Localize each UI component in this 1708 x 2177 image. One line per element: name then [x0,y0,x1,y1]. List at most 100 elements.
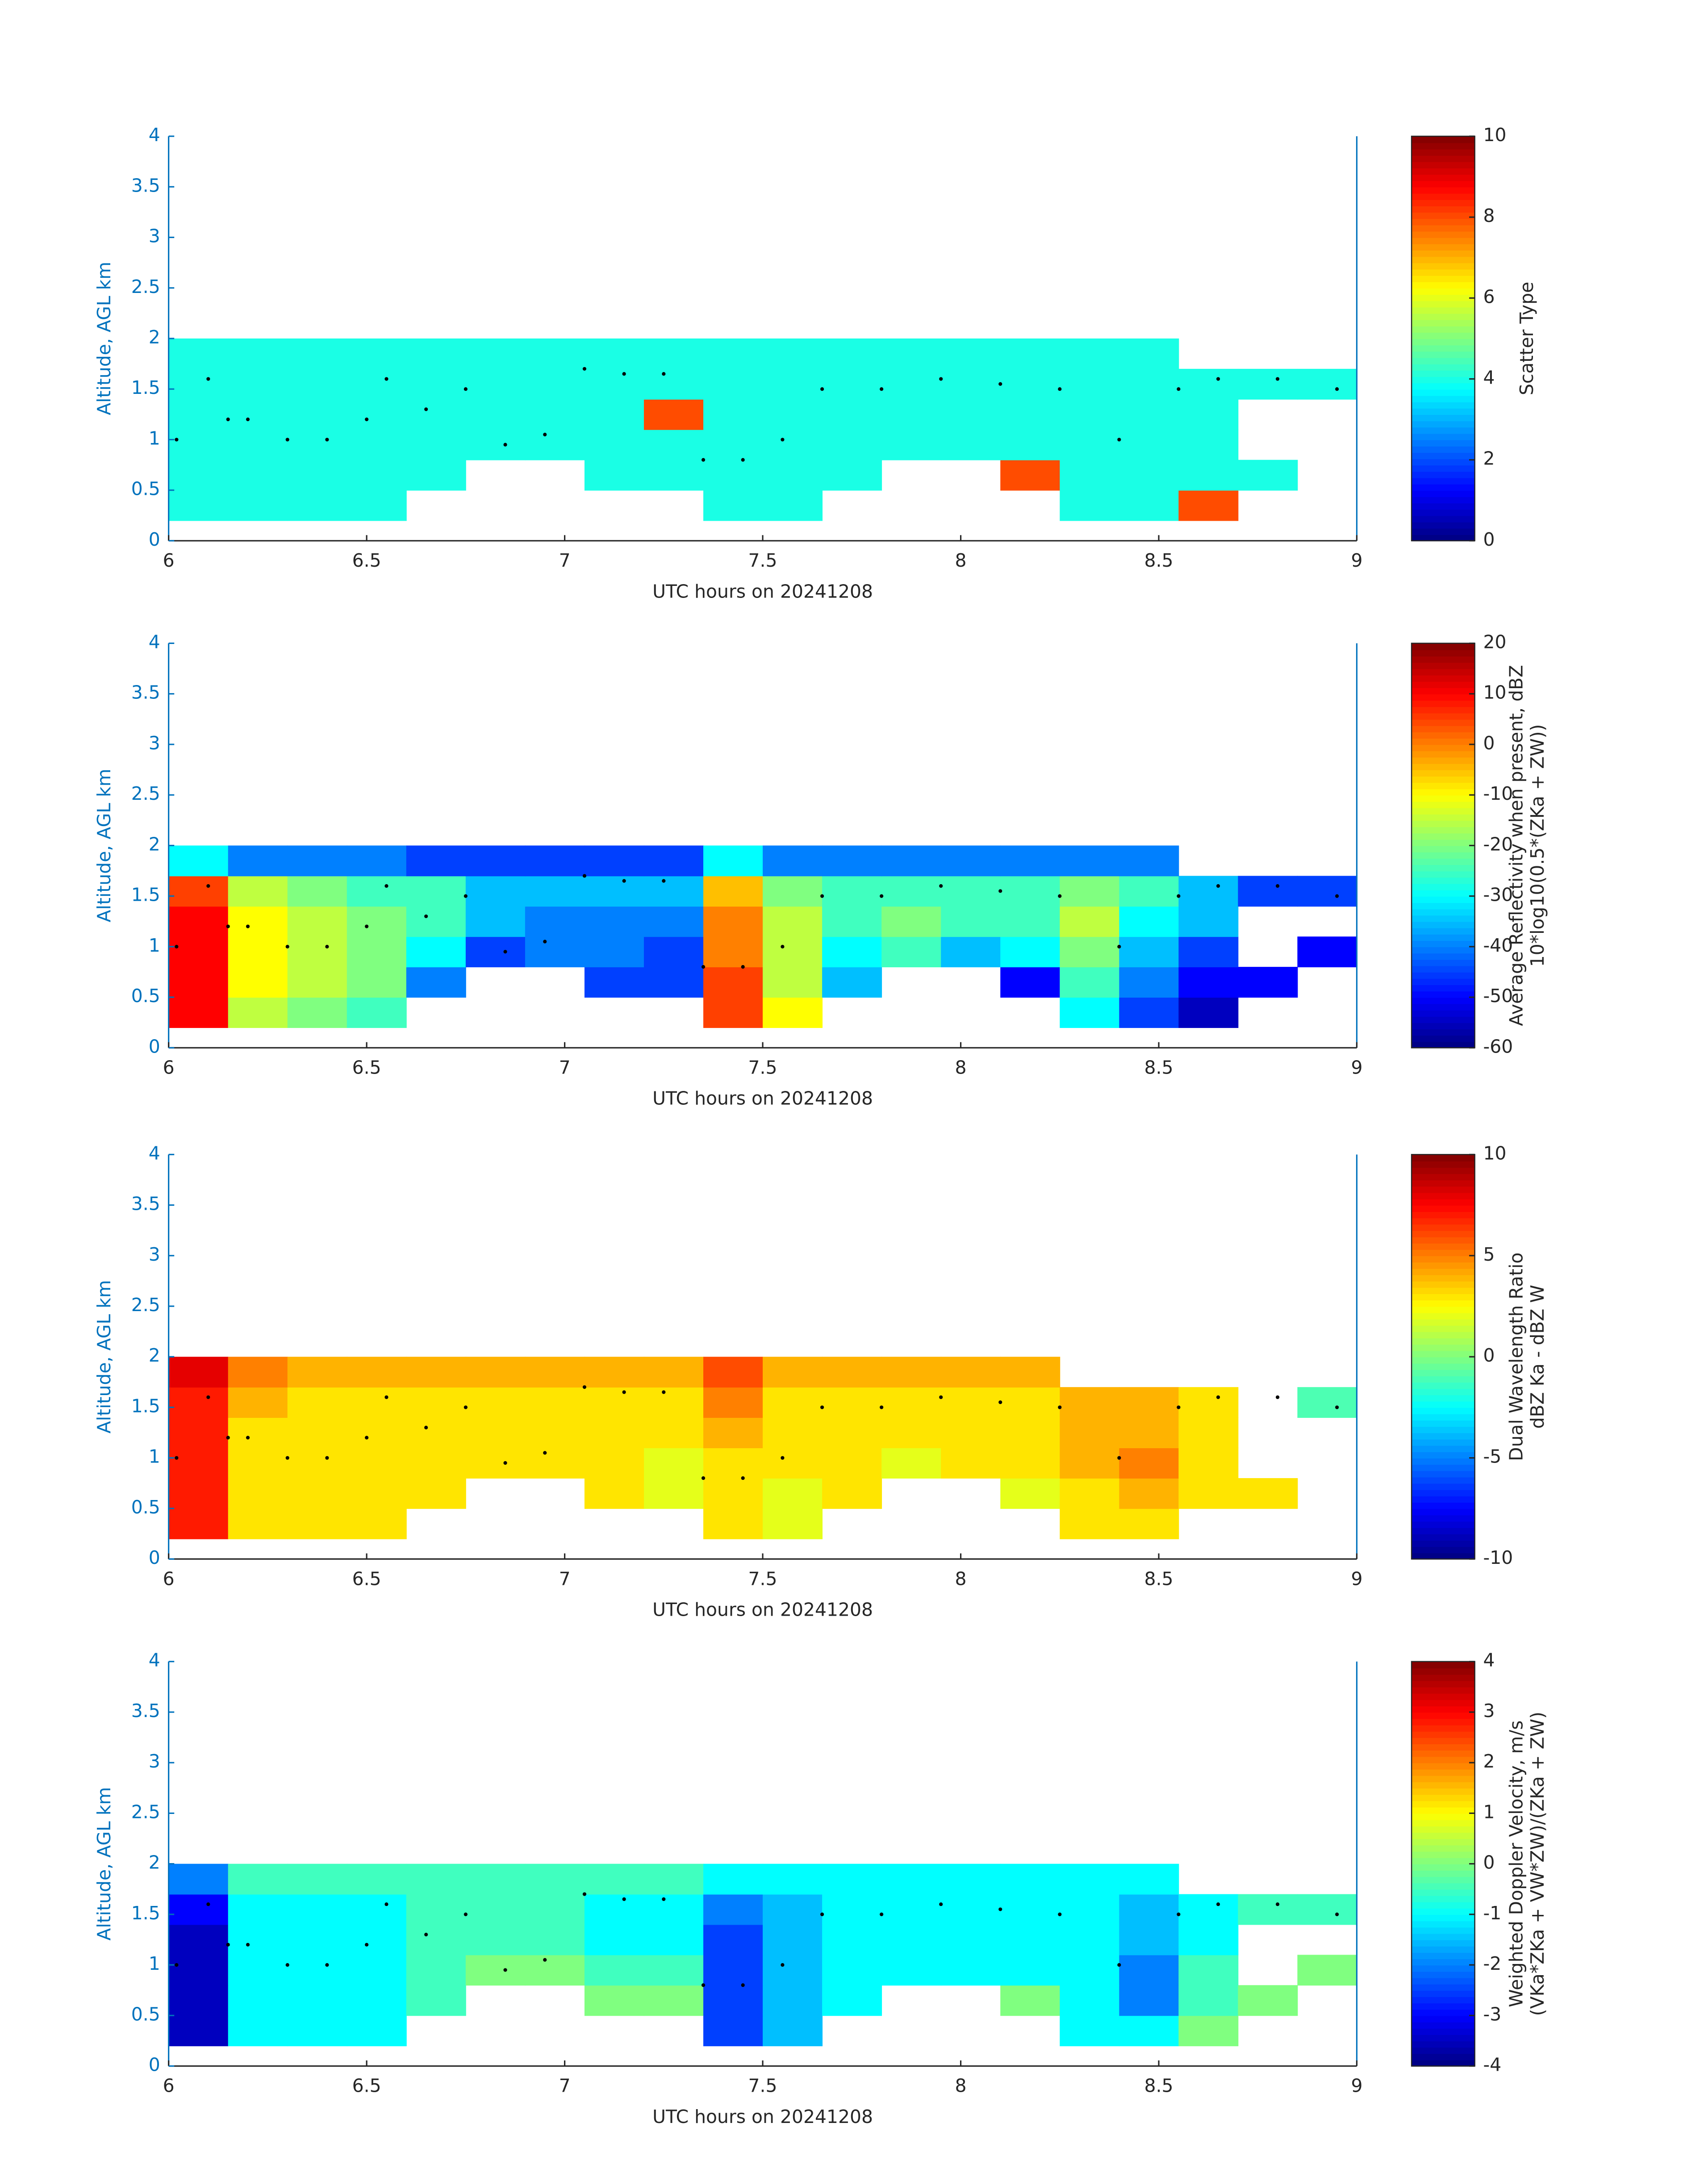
colorbar-swatch [1412,2022,1475,2029]
heatmap-cell [584,967,644,998]
colorbar-swatch [1412,1939,1475,1947]
y-axis-label: Altitude, AGL km [93,769,115,922]
heatmap-cell [881,1387,942,1418]
heatmap-cell [228,876,288,907]
colorbar-swatch [1412,357,1475,364]
colorbar-tick-label: -4 [1483,2054,1502,2076]
colorbar-swatch [1412,395,1475,402]
colorbar-swatch [1412,789,1475,796]
heatmap-cell [525,906,585,937]
heatmap-cell [465,368,526,400]
colorbar-swatch [1412,776,1475,783]
heatmap-cell [1178,1955,1239,1986]
heatmap-cell [703,1894,764,1925]
colorbar-swatch [1412,465,1475,472]
heatmap-cell [228,1864,288,1895]
colorbar-swatch [1412,1420,1475,1427]
heatmap-cell [168,876,229,907]
colorbar-swatch [1412,1731,1475,1738]
colorbar-swatch [1412,1933,1475,1940]
marker-dot [503,1968,507,1972]
heatmap-cell [643,1478,704,1509]
heatmap-cell [584,338,644,369]
heatmap-cell [287,876,347,907]
heatmap-cell [763,460,823,491]
colorbar-swatch [1412,1743,1475,1751]
colorbar-swatch [1412,1211,1475,1219]
heatmap-cell [822,1357,882,1388]
heatmap-cell [1178,1985,1239,2016]
heatmap-cell [1060,967,1120,998]
heatmap-cell [347,368,407,400]
heatmap-cell [1178,1387,1239,1418]
colorbar-swatch [1412,1769,1475,1776]
heatmap-cell [347,1417,407,1448]
heatmap-cell [1060,1478,1120,1509]
colorbar-swatch [1412,751,1475,758]
heatmap-cell [287,1448,347,1479]
colorbar-swatch [1412,161,1475,169]
heatmap-cell [525,1864,585,1895]
heatmap-cell [1060,368,1120,400]
heatmap-cell [406,1357,466,1388]
heatmap-cell [763,429,823,460]
marker-dot [464,894,468,898]
colorbar-swatch [1412,471,1475,478]
heatmap-cell [1119,460,1179,491]
colorbar-swatch [1412,1946,1475,1953]
colorbar-swatch [1412,706,1475,714]
colorbar-tick-label: 10 [1483,1142,1507,1164]
heatmap-cell [287,338,347,369]
marker-dot [285,1456,289,1460]
marker-dot [1117,944,1121,949]
heatmap-cell [941,1955,1001,1986]
colorbar-swatch [1412,237,1475,244]
marker-dot [1058,894,1062,898]
heatmap-cell [525,1448,585,1479]
colorbar-swatch [1412,1192,1475,1199]
colorbar-swatch [1412,484,1475,491]
y-axis-label: Altitude, AGL km [93,1280,115,1433]
heatmap-cell [168,1448,229,1479]
x-tick-label: 7 [559,1057,571,1078]
colorbar-swatch [1412,420,1475,428]
colorbar-swatch [1412,1413,1475,1421]
heatmap-cell [228,1478,288,1509]
colorbar-tick-label: 1 [1483,1801,1495,1822]
colorbar-swatch [1412,782,1475,790]
marker-dot [741,965,745,969]
colorbar-label: Average Reflectivity when present, dBZ [1506,665,1527,1026]
colorbar-swatch [1412,713,1475,720]
heatmap-cell [703,1508,764,1539]
colorbar-swatch [1412,1268,1475,1275]
colorbar-swatch [1412,2053,1475,2060]
heatmap-cell [881,845,942,877]
heatmap-cell [763,1985,823,2016]
colorbar-swatch [1412,908,1475,916]
marker-dot [503,950,507,954]
colorbar-swatch [1412,1781,1475,1789]
colorbar-swatch [1412,1363,1475,1370]
heatmap-cell [703,2015,764,2047]
colorbar-swatch [1412,1230,1475,1237]
colorbar-swatch [1412,1965,1475,1972]
x-axis-label: UTC hours on 20241208 [652,581,873,602]
heatmap-cell [228,338,288,369]
heatmap-cell [1060,429,1120,460]
marker-dot [1117,1963,1121,1967]
heatmap-cell [703,1864,764,1895]
colorbar-tick-label: 3 [1483,1700,1495,1722]
heatmap-cell [881,1417,942,1448]
heatmap-cell [1238,1894,1298,1925]
x-tick-label: 8 [955,2075,967,2097]
y-tick-label: 3.5 [131,1700,160,1722]
colorbar-swatch [1412,694,1475,701]
heatmap-cell [703,906,764,937]
heatmap-cell [1000,399,1061,430]
marker-dot [701,965,706,969]
marker-dot [781,438,785,442]
heatmap-cell [1060,1955,1120,1986]
heatmap-cell [287,1955,347,1986]
colorbar-swatch [1412,1864,1475,1871]
